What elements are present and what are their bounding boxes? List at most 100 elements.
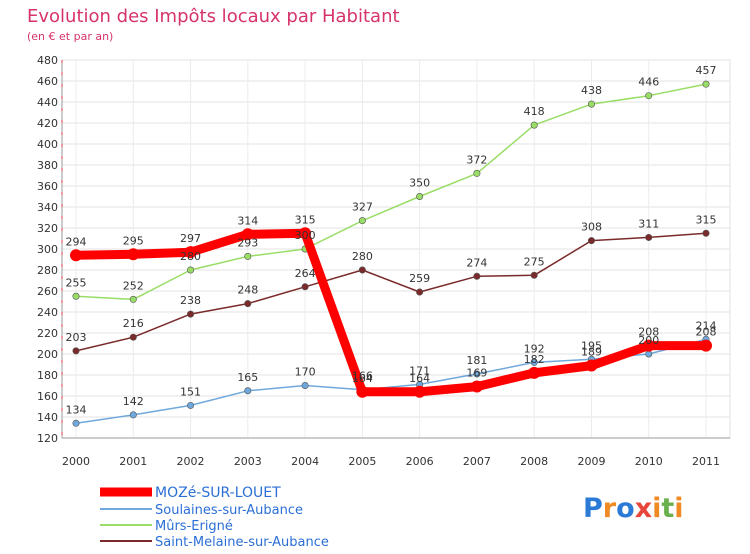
data-point — [530, 121, 538, 129]
proxiti-logo: Proxiti — [583, 493, 684, 524]
legend-label-2: Mûrs-Erigné — [155, 519, 233, 534]
data-label: 170 — [295, 366, 316, 379]
x-tick-label: 2010 — [635, 455, 663, 468]
data-point — [301, 283, 309, 291]
y-tick-label: 320 — [37, 222, 58, 235]
data-point — [187, 310, 195, 318]
data-point — [645, 233, 653, 241]
data-point — [129, 411, 137, 419]
data-point — [587, 237, 595, 245]
data-label: 350 — [409, 177, 430, 190]
data-point — [127, 248, 140, 261]
y-tick-label: 200 — [37, 348, 58, 361]
data-label: 208 — [696, 326, 717, 339]
data-label: 216 — [123, 317, 144, 330]
legend-label-1: Soulaines-sur-Aubance — [155, 503, 303, 518]
series-line-0 — [71, 228, 711, 397]
data-point — [241, 228, 254, 241]
series-layer — [70, 80, 712, 427]
data-point — [244, 387, 252, 395]
data-point — [129, 295, 137, 303]
chart-subtitle: (en € et par an) — [27, 30, 113, 43]
data-point — [358, 266, 366, 274]
series-line-1 — [75, 338, 707, 425]
data-point — [528, 366, 541, 379]
data-label: 294 — [66, 235, 87, 248]
series-line-3 — [75, 232, 707, 352]
data-label: 315 — [696, 213, 717, 226]
data-point — [72, 347, 80, 355]
x-tick-label: 2006 — [406, 455, 434, 468]
data-point — [473, 272, 481, 280]
data-point — [702, 80, 710, 88]
x-tick-label: 2007 — [463, 455, 491, 468]
data-label: 142 — [123, 395, 144, 408]
axis-layer: 120 140 160 180 200 220 240 260 280 300 320 340 360 3… — [37, 54, 730, 468]
data-label: 203 — [66, 331, 87, 344]
data-point — [301, 381, 309, 389]
data-label: 171 — [409, 364, 430, 377]
data-point — [470, 380, 483, 393]
data-label: 275 — [524, 255, 545, 268]
data-label: 164 — [352, 372, 373, 385]
data-point — [72, 292, 80, 300]
data-point — [244, 252, 252, 260]
data-label: 446 — [638, 76, 659, 89]
x-tick-label: 2002 — [177, 455, 205, 468]
data-label: 280 — [352, 250, 373, 263]
legend: MOZé-SUR-LOUET Soulaines-sur-AubanceMûrs-… — [100, 485, 329, 550]
data-point — [530, 358, 538, 366]
data-point — [244, 300, 252, 308]
y-tick-label: 400 — [37, 138, 58, 151]
x-tick-label: 2011 — [692, 455, 720, 468]
data-label: 195 — [581, 339, 602, 352]
y-tick-label: 300 — [37, 243, 58, 256]
data-point — [413, 385, 426, 398]
data-label: 238 — [180, 294, 201, 307]
x-tick-label: 2003 — [234, 455, 262, 468]
data-point — [642, 339, 655, 352]
data-label: 308 — [581, 221, 602, 234]
data-point — [585, 359, 598, 372]
data-point — [299, 227, 312, 240]
y-tick-label: 340 — [37, 201, 58, 214]
data-label: 418 — [524, 105, 545, 118]
data-label: 457 — [696, 64, 717, 77]
data-point — [702, 229, 710, 237]
data-point — [358, 217, 366, 225]
data-label: 169 — [466, 367, 487, 380]
data-label: 248 — [237, 284, 258, 297]
data-point — [129, 333, 137, 341]
data-label: 264 — [295, 267, 316, 280]
y-tick-label: 420 — [37, 117, 58, 130]
data-label: 438 — [581, 84, 602, 97]
y-tick-label: 360 — [37, 180, 58, 193]
x-tick-label: 2001 — [119, 455, 147, 468]
data-label: 280 — [180, 250, 201, 263]
data-label: 151 — [180, 385, 201, 398]
x-tick-label: 2004 — [291, 455, 319, 468]
x-tick-label: 2000 — [62, 455, 90, 468]
data-point — [473, 370, 481, 378]
y-tick-label: 220 — [37, 327, 58, 340]
data-label: 200 — [638, 334, 659, 347]
data-point — [187, 266, 195, 274]
data-label: 134 — [66, 403, 87, 416]
data-point — [530, 271, 538, 279]
data-point — [416, 288, 424, 296]
data-label: 189 — [581, 346, 602, 359]
x-tick-label: 2008 — [520, 455, 548, 468]
data-label: 315 — [295, 213, 316, 226]
data-point — [587, 100, 595, 108]
legend-label-3: Saint-Melaine-sur-Aubance — [155, 535, 329, 550]
chart-title: Evolution des Impôts locaux par Habitant — [27, 6, 400, 27]
data-label: 295 — [123, 234, 144, 247]
data-point — [187, 401, 195, 409]
data-point — [700, 339, 712, 352]
data-point — [645, 350, 653, 358]
data-label: 192 — [524, 342, 545, 355]
data-label: 208 — [638, 326, 659, 339]
data-point — [72, 419, 80, 427]
data-label: 314 — [237, 214, 258, 227]
